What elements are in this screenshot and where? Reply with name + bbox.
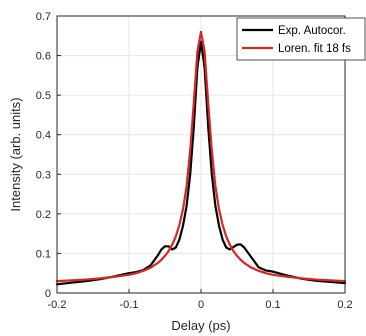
series-line-loren-fit: [55, 30, 347, 283]
x-tick-label: -0.1: [120, 299, 139, 311]
legend-label-loren-fit: Loren. fit 18 fs: [278, 43, 351, 55]
x-axis-label: Delay (ps): [171, 318, 230, 333]
x-tick-label: -0.2: [48, 299, 67, 311]
series-layer: [55, 30, 347, 286]
x-tick-label: 0.1: [265, 299, 280, 311]
y-tick-label: 0: [45, 288, 51, 300]
y-tick-label: 0.2: [36, 209, 51, 221]
y-axis-label: Intensity (arb. units): [8, 97, 23, 211]
y-tick-label: 0.1: [36, 248, 51, 260]
x-tick-label: 0.2: [337, 299, 352, 311]
y-tick-label: 0.7: [36, 11, 51, 23]
x-tick-label: 0: [198, 299, 204, 311]
y-tick-label: 0.6: [36, 51, 51, 63]
y-tick-label: 0.5: [36, 90, 51, 102]
legend: Exp. Autocor. Loren. fit 18 fs: [236, 17, 366, 61]
legend-box: [236, 17, 366, 61]
y-tick-label: 0.3: [36, 169, 51, 181]
ticks: -0.2 -0.1 0 0.1 0.2 0 0.1 0.2 0.3 0.4 0.5 0.6 0.7: [36, 11, 353, 311]
legend-label-exp-autocor: Exp. Autocor.: [278, 25, 346, 37]
y-tick-label: 0.4: [36, 130, 51, 142]
